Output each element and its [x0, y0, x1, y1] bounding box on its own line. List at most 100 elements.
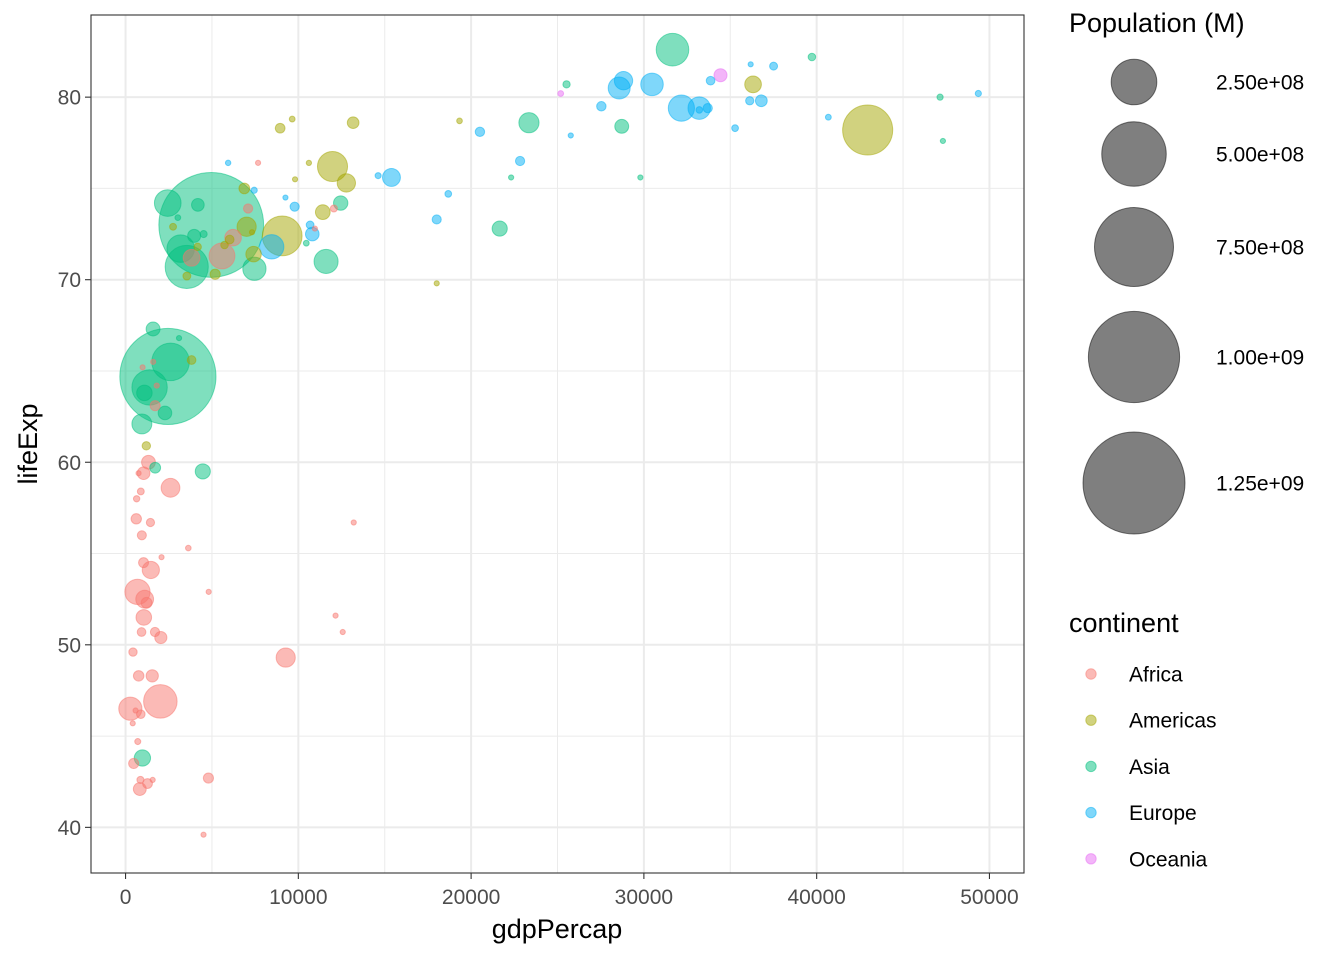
data-point-asia [936, 93, 944, 101]
data-point-asia [313, 248, 339, 274]
data-point-africa [136, 627, 147, 637]
data-point-americas [209, 268, 221, 280]
data-point-africa [136, 530, 147, 541]
data-point-americas [346, 116, 360, 130]
data-point-europe [745, 96, 755, 106]
data-point-africa [132, 707, 139, 714]
data-point-africa [145, 669, 159, 683]
x-axis: 0 10000 20000 30000 40000 50000 [120, 873, 1019, 909]
data-point-americas [288, 115, 296, 123]
color-legend-label: Africa [1129, 664, 1183, 687]
color-legend-key [1085, 853, 1097, 865]
data-point-africa [134, 738, 142, 746]
data-point-europe [596, 101, 607, 112]
y-tick-label: 40 [58, 817, 81, 840]
size-legend-circle [1087, 310, 1181, 404]
data-point-africa [182, 248, 201, 267]
data-point-africa [254, 159, 262, 166]
data-point-africa [149, 400, 161, 412]
x-tick-label: 30000 [615, 886, 673, 909]
data-point-asia [614, 118, 630, 134]
data-point-americas [305, 159, 313, 167]
data-point-africa [136, 775, 145, 784]
data-point-africa [128, 757, 140, 770]
data-point-africa [130, 513, 142, 525]
y-tick-label: 70 [58, 269, 81, 292]
color-legend-key [1085, 806, 1097, 819]
data-point-africa [350, 519, 357, 526]
data-point-africa [135, 609, 153, 626]
data-point-europe [824, 113, 832, 121]
size-legend-circle [1082, 431, 1186, 535]
data-point-americas [274, 122, 286, 134]
data-point-americas [193, 242, 202, 252]
data-point-europe [259, 234, 285, 260]
data-point-africa [275, 647, 296, 668]
data-point-americas [842, 104, 894, 156]
size-legend-title: Population (M) [1069, 8, 1245, 38]
data-point-africa [149, 626, 161, 638]
data-point-americas [186, 355, 197, 365]
data-point-africa [143, 684, 178, 719]
y-tick-label: 60 [58, 452, 81, 475]
data-point-africa [139, 364, 146, 371]
data-point-asia [131, 413, 153, 435]
y-tick-label: 80 [58, 87, 81, 110]
color-legend-label: Europe [1129, 802, 1197, 825]
data-point-africa [205, 588, 212, 595]
data-point-asia [149, 461, 162, 474]
data-point-europe [374, 172, 382, 180]
data-point-europe [250, 186, 258, 194]
x-tick-label: 10000 [269, 886, 327, 909]
data-point-africa [153, 382, 160, 389]
data-point-europe [431, 214, 442, 225]
data-point-europe [613, 71, 634, 91]
data-point-africa [185, 544, 192, 552]
data-point-europe [974, 89, 982, 98]
data-point-europe [382, 168, 401, 187]
data-point-americas [141, 441, 152, 451]
data-point-asia [175, 335, 183, 342]
data-point-europe [769, 61, 779, 71]
y-tick-label: 50 [58, 634, 81, 657]
data-point-africa [149, 776, 156, 783]
data-point-asia [191, 198, 205, 212]
data-point-africa [140, 596, 153, 609]
data-point-asia [174, 214, 182, 222]
data-point-africa [332, 612, 339, 619]
data-point-africa [202, 772, 215, 784]
data-point-africa [145, 517, 156, 528]
data-point-americas [220, 240, 229, 250]
data-point-americas [169, 222, 177, 231]
x-tick-label: 50000 [960, 886, 1018, 909]
data-point-africa [132, 495, 141, 503]
data-point-africa [200, 831, 207, 838]
data-point-asia [153, 189, 182, 217]
data-point-europe [289, 201, 300, 212]
color-legend-key [1085, 668, 1097, 680]
data-point-asia [136, 384, 153, 402]
data-point-europe [705, 75, 716, 86]
data-point-africa [128, 647, 138, 657]
data-point-africa [329, 204, 338, 213]
data-point-asia [807, 52, 817, 62]
data-point-americas [238, 182, 251, 195]
data-point-africa [339, 628, 346, 636]
size-legend: 2.50e+08 5.00e+08 7.50e+08 1.00e+09 1.25e+09 [1082, 58, 1304, 535]
data-point-africa [132, 670, 145, 682]
data-point-americas [314, 204, 331, 221]
data-point-americas [316, 150, 349, 183]
y-axis: 40 50 60 70 80 [58, 87, 91, 840]
size-legend-label: 5.00e+08 [1216, 144, 1304, 167]
data-point-asia [302, 239, 310, 247]
data-point-europe [224, 159, 232, 167]
data-points [118, 32, 982, 838]
data-point-americas [248, 229, 256, 236]
color-legend-label: Americas [1129, 710, 1217, 733]
data-point-europe [754, 94, 768, 108]
size-legend-circle [1093, 206, 1175, 288]
color-legend-title: continent [1069, 608, 1179, 638]
data-point-americas [433, 280, 440, 287]
